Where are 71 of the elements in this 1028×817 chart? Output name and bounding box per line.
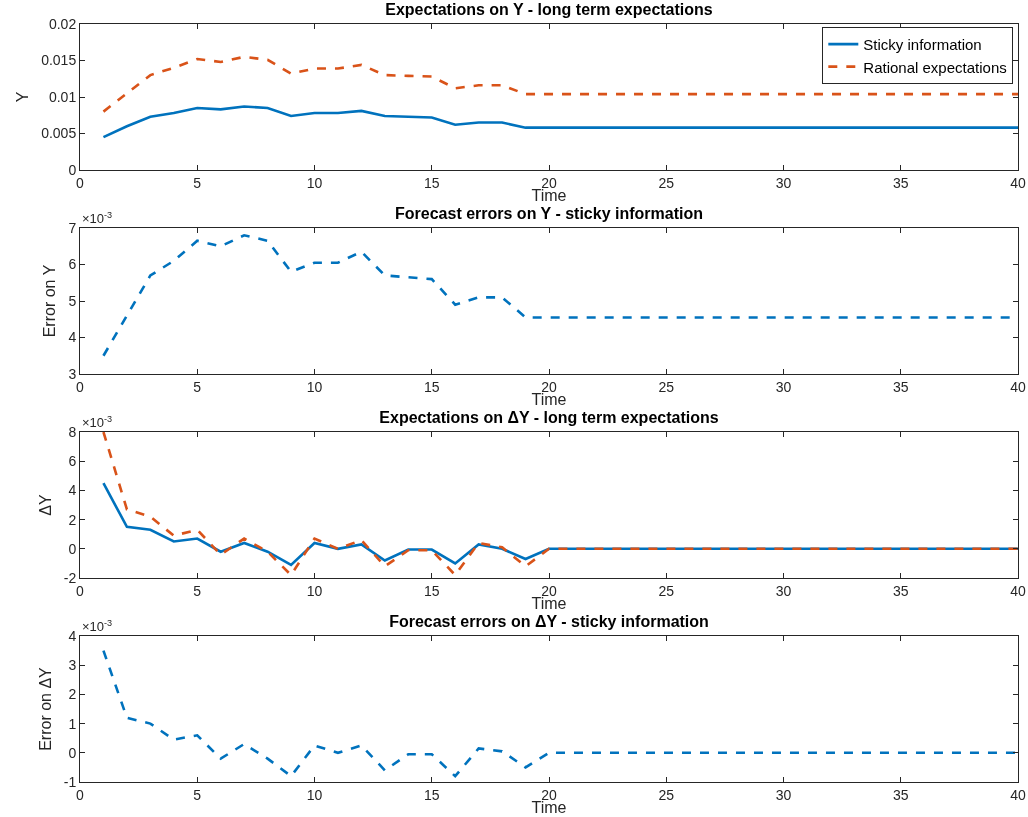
x-tick-label: 5 [193, 786, 202, 803]
y-tick-label: 0 [68, 161, 77, 178]
y-tick-label: 3 [68, 365, 77, 382]
x-tick-label: 25 [658, 786, 675, 803]
x-tick-label: 40 [1010, 582, 1026, 599]
line-series [102, 432, 1018, 577]
x-tick-label: 10 [306, 378, 323, 395]
y-tick-label: 0.015 [41, 52, 77, 69]
x-tick-label: 30 [775, 174, 792, 191]
y-axis-title: Error on ΔY [36, 666, 54, 751]
line-series [102, 55, 1018, 113]
x-tick-label: 15 [423, 174, 440, 191]
x-tick-label: 10 [306, 786, 323, 803]
y-tick-label: 4 [68, 627, 77, 644]
y-tick-label: 0.02 [48, 15, 77, 32]
x-axis-title: Time [531, 595, 567, 612]
legend-label: Sticky information [863, 36, 982, 54]
x-tick-label: 40 [1010, 378, 1026, 395]
y-tick-label: 6 [68, 256, 77, 273]
line-series [102, 105, 1018, 139]
y-tick-label: 7 [68, 219, 77, 236]
y-tick-label: 0 [68, 540, 77, 557]
chart-title: Expectations on ΔY - long term expectations [379, 409, 719, 427]
x-tick-label: 15 [423, 786, 440, 803]
y-tick-label: -2 [63, 569, 77, 586]
chart-title: Forecast errors on ΔY - sticky information [389, 613, 709, 631]
y-tick-label: 0.01 [48, 88, 77, 105]
y-tick-label: 8 [68, 423, 77, 440]
x-tick-label: 40 [1010, 786, 1026, 803]
y-tick-label: 2 [68, 686, 77, 703]
x-tick-label: 35 [892, 378, 909, 395]
y-axis-title: Y [14, 91, 32, 103]
x-tick-label: 10 [306, 174, 323, 191]
x-axis-title: Time [531, 799, 567, 816]
y-tick-label: 3 [68, 657, 77, 674]
x-tick-label: 25 [658, 582, 675, 599]
x-tick-label: 40 [1010, 174, 1026, 191]
x-tick-label: 5 [193, 378, 202, 395]
x-tick-label: 10 [306, 582, 323, 599]
text: ×10$^{-3}$ [82, 414, 113, 431]
x-tick-label: 30 [775, 582, 792, 599]
y-tick-label: 6 [68, 453, 77, 470]
text: ×10$^{-3}$ [82, 210, 113, 227]
x-tick-label: 5 [193, 582, 202, 599]
x-tick-label: 30 [775, 378, 792, 395]
legend-label: Rational expectations [863, 58, 1007, 76]
y-tick-label: -1 [63, 773, 77, 790]
x-axis-title: Time [531, 391, 567, 408]
text: ×10$^{-3}$ [82, 618, 113, 635]
x-tick-label: 35 [892, 174, 909, 191]
x-tick-label: 15 [423, 582, 440, 599]
chart-title: Forecast errors on Y - sticky information [395, 205, 703, 223]
x-tick-label: 35 [892, 786, 909, 803]
x-tick-label: 15 [423, 378, 440, 395]
y-tick-label: 4 [68, 329, 77, 346]
y-tick-label: 0.005 [41, 125, 77, 142]
chart-title: Expectations on Y - long term expectations [385, 1, 713, 19]
x-tick-label: 25 [658, 378, 675, 395]
y-axis-title: ΔY [36, 493, 54, 516]
x-axis-title: Time [531, 187, 567, 204]
y-tick-label: 5 [68, 292, 77, 309]
y-tick-label: 2 [68, 511, 77, 528]
y-tick-label: 1 [68, 715, 77, 732]
x-tick-label: 25 [658, 174, 675, 191]
y-axis-title: Error on Y [41, 264, 59, 338]
y-tick-label: 4 [68, 482, 77, 499]
line-series [102, 649, 1018, 778]
x-tick-label: 30 [775, 786, 792, 803]
x-tick-label: 5 [193, 174, 202, 191]
y-tick-label: 0 [68, 744, 77, 761]
x-tick-label: 35 [892, 582, 909, 599]
